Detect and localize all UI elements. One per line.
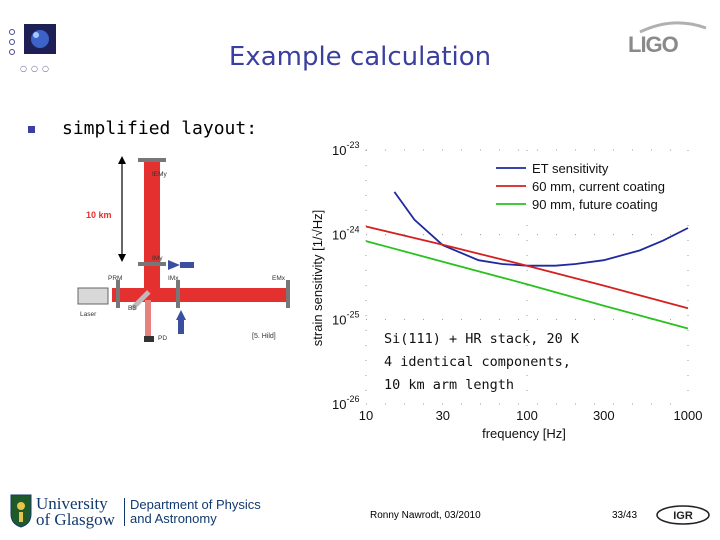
diagram-citation: [5. Hild] (252, 333, 276, 340)
arm-length-label: 10 km (86, 210, 112, 220)
igr-logo-icon: IGR (656, 505, 710, 525)
label-prm: PRM (108, 275, 122, 282)
y-arm-beam (144, 160, 160, 300)
legend-label-1: 60 mm, current coating (532, 179, 665, 194)
chart-ylabel: strain sensitivity [1/√Hz] (310, 210, 325, 346)
ligo-swoosh-icon (639, 21, 707, 34)
mirror-imx (176, 280, 180, 308)
label-imx: IMx (168, 275, 179, 282)
series-line-0 (393, 191, 689, 267)
label-emx: EMx (272, 275, 286, 282)
chart-series (365, 191, 689, 330)
chart-ticks: 10 30 100 300 1000 10-23 10-24 10-25 10-26 (332, 140, 702, 423)
page-number: 33/43 (612, 510, 638, 521)
caption-line-1: Si(111) + HR stack, 20 K (384, 331, 580, 347)
beam-splitter (130, 290, 151, 311)
legend-label-2: 90 mm, future coating (532, 197, 658, 212)
series-line-1 (365, 225, 689, 310)
slide-emblem-icon (9, 24, 56, 55)
mirror-emx (286, 280, 290, 308)
x-tick-label: 30 (436, 408, 450, 423)
slide-title: Example calculation (228, 42, 492, 72)
label-iemy: IEMy (152, 171, 168, 178)
mirror-iemy (138, 158, 166, 162)
bullet-text: simplified layout: (62, 118, 258, 139)
x-arm-beam (112, 288, 288, 302)
label-bs: BS (128, 305, 137, 312)
y-tick-label: 10-25 (332, 309, 359, 327)
y-tick-label: 10-24 (332, 225, 359, 243)
department-name: Department of Physics and Astronomy (124, 498, 270, 526)
footer-author: Ronny Nawrodt, 03/2010 (370, 510, 481, 521)
mirror-imy (138, 262, 166, 266)
x-tick-label: 100 (516, 408, 538, 423)
laser-box (77, 287, 109, 305)
legend-label-0: ET sensitivity (532, 161, 609, 176)
photodetector (144, 336, 154, 342)
chart-caption: Si(111) + HR stack, 20 K 4 identical com… (384, 328, 579, 397)
input-arrow-up (176, 310, 186, 320)
chart-legend: ET sensitivity 60 mm, current coating 90 m… (496, 161, 665, 212)
input-arrow-right (168, 260, 180, 270)
label-laser: Laser (80, 311, 97, 318)
mirror-prm (116, 280, 120, 308)
x-tick-label: 10 (359, 408, 373, 423)
label-pd: PD (158, 335, 167, 342)
sensitivity-chart: 10 30 100 300 1000 10-23 10-24 10-25 10-26 ET se… (310, 140, 702, 441)
ligo-logo: LIGO (628, 32, 679, 57)
chart-xlabel: frequency [Hz] (482, 426, 566, 441)
label-imy: IMy (152, 255, 163, 262)
nav-dots: ○○○ (20, 64, 53, 73)
y-tick-label: 10-26 (332, 394, 359, 412)
interferometer-diagram: 10 km IEMy IMy PRM IMx EMx BS Laser PD [… (72, 150, 298, 346)
university-name: University of Glasgow (36, 494, 115, 529)
output-beam (145, 300, 151, 340)
caption-line-2: 4 identical components, (384, 354, 571, 370)
caption-line-3: 10 km arm length (384, 377, 515, 393)
bullet-marker (28, 126, 35, 133)
x-tick-label: 300 (593, 408, 615, 423)
igr-logo-text: IGR (673, 510, 693, 522)
series-line-2 (365, 240, 689, 330)
x-tick-label: 1000 (674, 408, 703, 423)
y-tick-label: 10-23 (332, 140, 359, 158)
university-crest-icon (10, 494, 32, 528)
